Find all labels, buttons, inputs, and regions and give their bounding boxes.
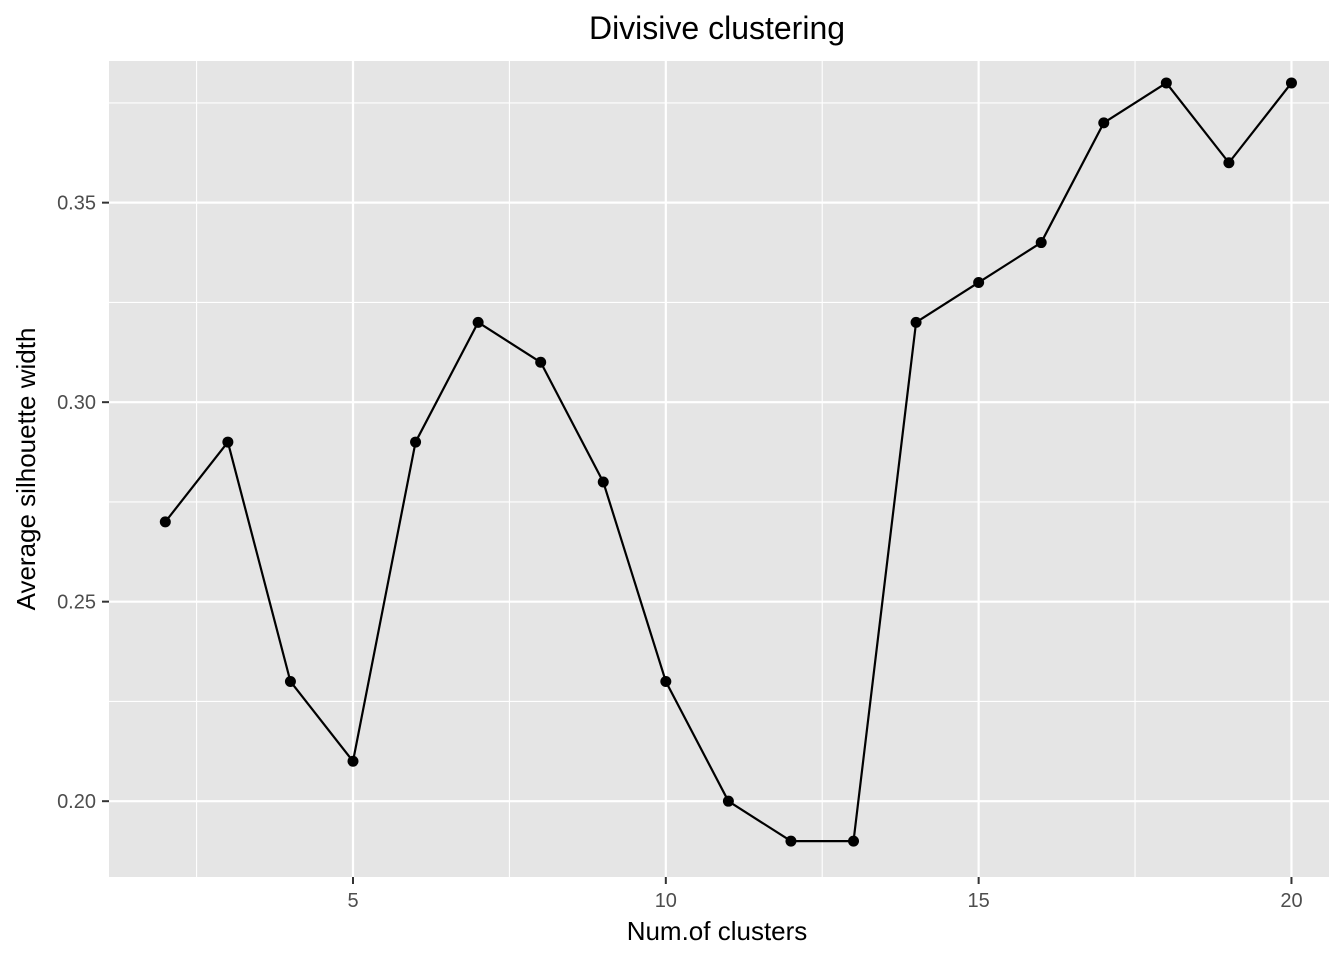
data-point (1285, 77, 1297, 89)
chart-title: Divisive clustering (589, 10, 845, 46)
data-point (1223, 157, 1235, 169)
data-point (722, 795, 734, 807)
data-point (973, 276, 985, 288)
data-point (910, 316, 922, 328)
data-point (410, 436, 422, 448)
data-point (347, 755, 359, 767)
x-tick-label: 5 (347, 890, 358, 912)
y-tick-label: 0.30 (57, 392, 96, 414)
series-layer (159, 77, 1297, 847)
data-point (848, 835, 860, 847)
x-tick-label: 20 (1280, 890, 1302, 912)
x-tick-label: 10 (655, 890, 677, 912)
x-axis-title: Num.of clusters (627, 916, 808, 946)
data-point (597, 476, 609, 488)
plot-panel (109, 61, 1329, 877)
data-point (1098, 117, 1110, 129)
major-gridlines (109, 61, 1329, 877)
axis-ticks (102, 201, 1293, 884)
x-tick-label: 15 (968, 890, 990, 912)
data-point (785, 835, 797, 847)
minor-gridlines (109, 61, 1329, 877)
data-point (1035, 237, 1047, 249)
y-tick-label: 0.25 (57, 592, 96, 614)
axis-tick-labels: 5 10 15 20 0.20 0.25 0.30 0.35 (57, 193, 1303, 912)
data-point (535, 356, 547, 368)
data-point (159, 516, 171, 528)
data-point (472, 316, 484, 328)
data-point (222, 436, 234, 448)
data-point (660, 675, 672, 687)
y-tick-label: 0.35 (57, 193, 96, 215)
data-point (1160, 77, 1172, 89)
data-point (284, 675, 296, 687)
y-tick-label: 0.20 (57, 791, 96, 813)
y-axis-title: Average silhouette width (11, 328, 41, 611)
